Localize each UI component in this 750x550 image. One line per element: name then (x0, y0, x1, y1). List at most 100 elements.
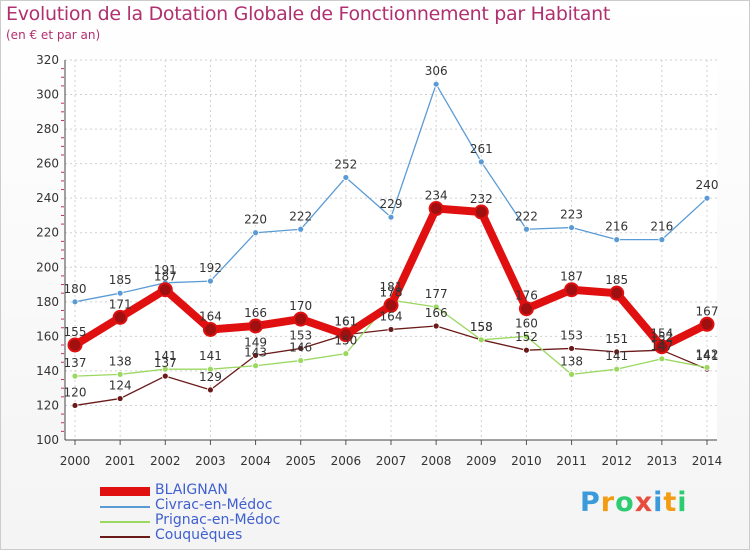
point-blaignan (202, 321, 218, 337)
point-blaignan (67, 337, 83, 353)
proxiti-logo: Proxiti (580, 487, 688, 518)
data-label-prignac: 142 (696, 347, 719, 361)
point-blaignan (564, 282, 580, 298)
legend-swatch-blaignan (100, 487, 150, 496)
point-couqueques (161, 372, 169, 380)
point-prignac (658, 355, 666, 363)
data-label-couqueques: 152 (515, 330, 538, 344)
data-label-civrac: 216 (650, 220, 673, 234)
x-tick-label: 2001 (105, 454, 136, 468)
x-tick-label: 2008 (421, 454, 452, 468)
data-label-prignac: 177 (425, 287, 448, 301)
data-label-prignac: 138 (560, 354, 583, 368)
point-prignac (252, 362, 259, 370)
point-prignac (477, 336, 485, 344)
point-civrac (252, 229, 259, 237)
legend-swatch-prignac (100, 521, 150, 523)
point-prignac (297, 357, 305, 364)
y-tick-label: 120 (36, 398, 59, 412)
point-prignac (432, 303, 440, 311)
legend-item-couqueques: Couquèques (100, 527, 340, 544)
data-label-blaignan: 166 (244, 306, 267, 320)
data-label-civrac: 240 (696, 178, 719, 192)
data-label-civrac: 180 (64, 282, 87, 296)
point-civrac (613, 236, 621, 244)
point-civrac (71, 298, 79, 306)
point-civrac (387, 213, 395, 221)
y-tick-label: 300 (36, 88, 59, 102)
point-prignac (161, 365, 169, 373)
data-label-prignac: 150 (334, 334, 357, 348)
y-tick-label: 200 (36, 260, 59, 274)
x-tick-label: 2003 (195, 454, 226, 468)
legend-label-prignac: Prignac-en-Médoc (155, 512, 281, 528)
point-civrac (116, 289, 124, 297)
x-tick-label: 2000 (60, 454, 91, 468)
data-label-blaignan: 154 (650, 327, 673, 341)
point-civrac (568, 224, 575, 231)
point-civrac (207, 277, 214, 285)
logo-letter: o (615, 487, 635, 518)
x-tick-label: 2004 (240, 454, 271, 468)
point-couqueques (432, 322, 440, 330)
point-couqueques (116, 395, 124, 402)
point-couqueques (297, 345, 305, 352)
data-label-blaignan: 178 (380, 285, 403, 299)
point-blaignan (338, 327, 354, 343)
y-tick-label: 240 (36, 191, 59, 205)
data-label-couqueques: 153 (289, 328, 312, 342)
data-label-civrac: 222 (515, 209, 538, 223)
point-blaignan (293, 311, 309, 327)
point-blaignan (112, 309, 128, 325)
data-label-civrac: 252 (334, 157, 357, 171)
point-blaignan (654, 339, 670, 355)
data-label-prignac: 138 (109, 354, 132, 368)
series-lines (67, 80, 715, 409)
data-label-blaignan: 167 (696, 304, 719, 318)
legend-label-blaignan: BLAIGNAN (155, 482, 228, 498)
data-label-civrac: 220 (244, 213, 267, 227)
x-tick-label: 2002 (150, 454, 181, 468)
data-label-prignac: 181 (380, 280, 403, 294)
data-label-couqueques: 153 (560, 328, 583, 342)
y-tick-label: 220 (36, 226, 59, 240)
x-tick-label: 2014 (692, 454, 723, 468)
point-couqueques (523, 346, 530, 354)
chart-subtitle: (en € et par an) (6, 28, 101, 42)
data-label-prignac: 146 (289, 341, 312, 355)
point-civrac (342, 174, 350, 181)
data-label-blaignan: 171 (109, 297, 132, 311)
point-prignac (568, 370, 575, 378)
point-couqueques (252, 351, 259, 359)
logo-letter: x (634, 487, 654, 518)
point-civrac (703, 194, 711, 202)
x-tick-label: 2013 (647, 454, 678, 468)
logo-letter: t (663, 487, 678, 518)
data-label-civrac: 306 (425, 64, 448, 78)
data-label-couqueques: 124 (109, 379, 132, 393)
point-couqueques (387, 326, 395, 333)
data-label-blaignan: 185 (605, 273, 628, 287)
logo-letter: i (677, 487, 688, 518)
logo-letter: r (600, 487, 616, 518)
legend-label-couqueques: Couquèques (155, 527, 243, 543)
point-civrac (658, 236, 666, 244)
point-blaignan (699, 316, 715, 332)
point-prignac (116, 370, 124, 378)
data-label-couqueques: 161 (334, 315, 357, 329)
x-tick-label: 2012 (601, 454, 632, 468)
point-couqueques (71, 402, 79, 409)
point-prignac (207, 365, 214, 373)
point-blaignan (428, 201, 444, 217)
x-tick-label: 2006 (331, 454, 362, 468)
data-label-blaignan: 170 (289, 299, 312, 313)
y-tick-label: 100 (36, 433, 59, 447)
point-prignac (703, 364, 711, 371)
chart-title: Evolution de la Dotation Globale de Fonc… (6, 3, 611, 25)
data-label-blaignan: 232 (470, 192, 493, 206)
point-blaignan (157, 282, 173, 298)
point-civrac (477, 158, 485, 166)
data-label-prignac: 137 (64, 356, 87, 370)
data-label-blaignan: 161 (334, 315, 357, 329)
point-prignac (613, 365, 621, 373)
